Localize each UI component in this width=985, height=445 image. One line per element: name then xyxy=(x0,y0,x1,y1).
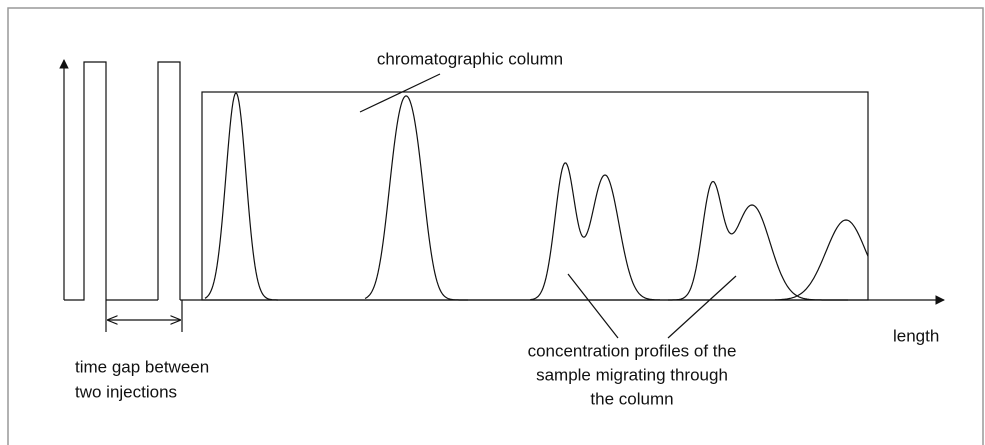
label: two injections xyxy=(75,382,177,401)
leader-line xyxy=(567,273,619,339)
label: the column xyxy=(590,389,673,408)
label: concentration profiles of the xyxy=(528,341,737,360)
leader-line xyxy=(359,73,441,113)
injection-pulse xyxy=(64,61,107,301)
peak xyxy=(529,162,660,301)
leader-line xyxy=(667,275,737,339)
peak xyxy=(364,95,468,301)
label: length xyxy=(893,326,939,345)
peak xyxy=(668,180,848,301)
column xyxy=(201,91,869,301)
frame xyxy=(7,7,984,445)
peak xyxy=(774,219,869,301)
peaks xyxy=(204,92,869,301)
injection-pulse xyxy=(157,61,181,300)
label: sample migrating through xyxy=(536,365,728,384)
label: time gap between xyxy=(75,357,209,376)
peak xyxy=(204,92,278,301)
label: chromatographic column xyxy=(377,49,563,68)
